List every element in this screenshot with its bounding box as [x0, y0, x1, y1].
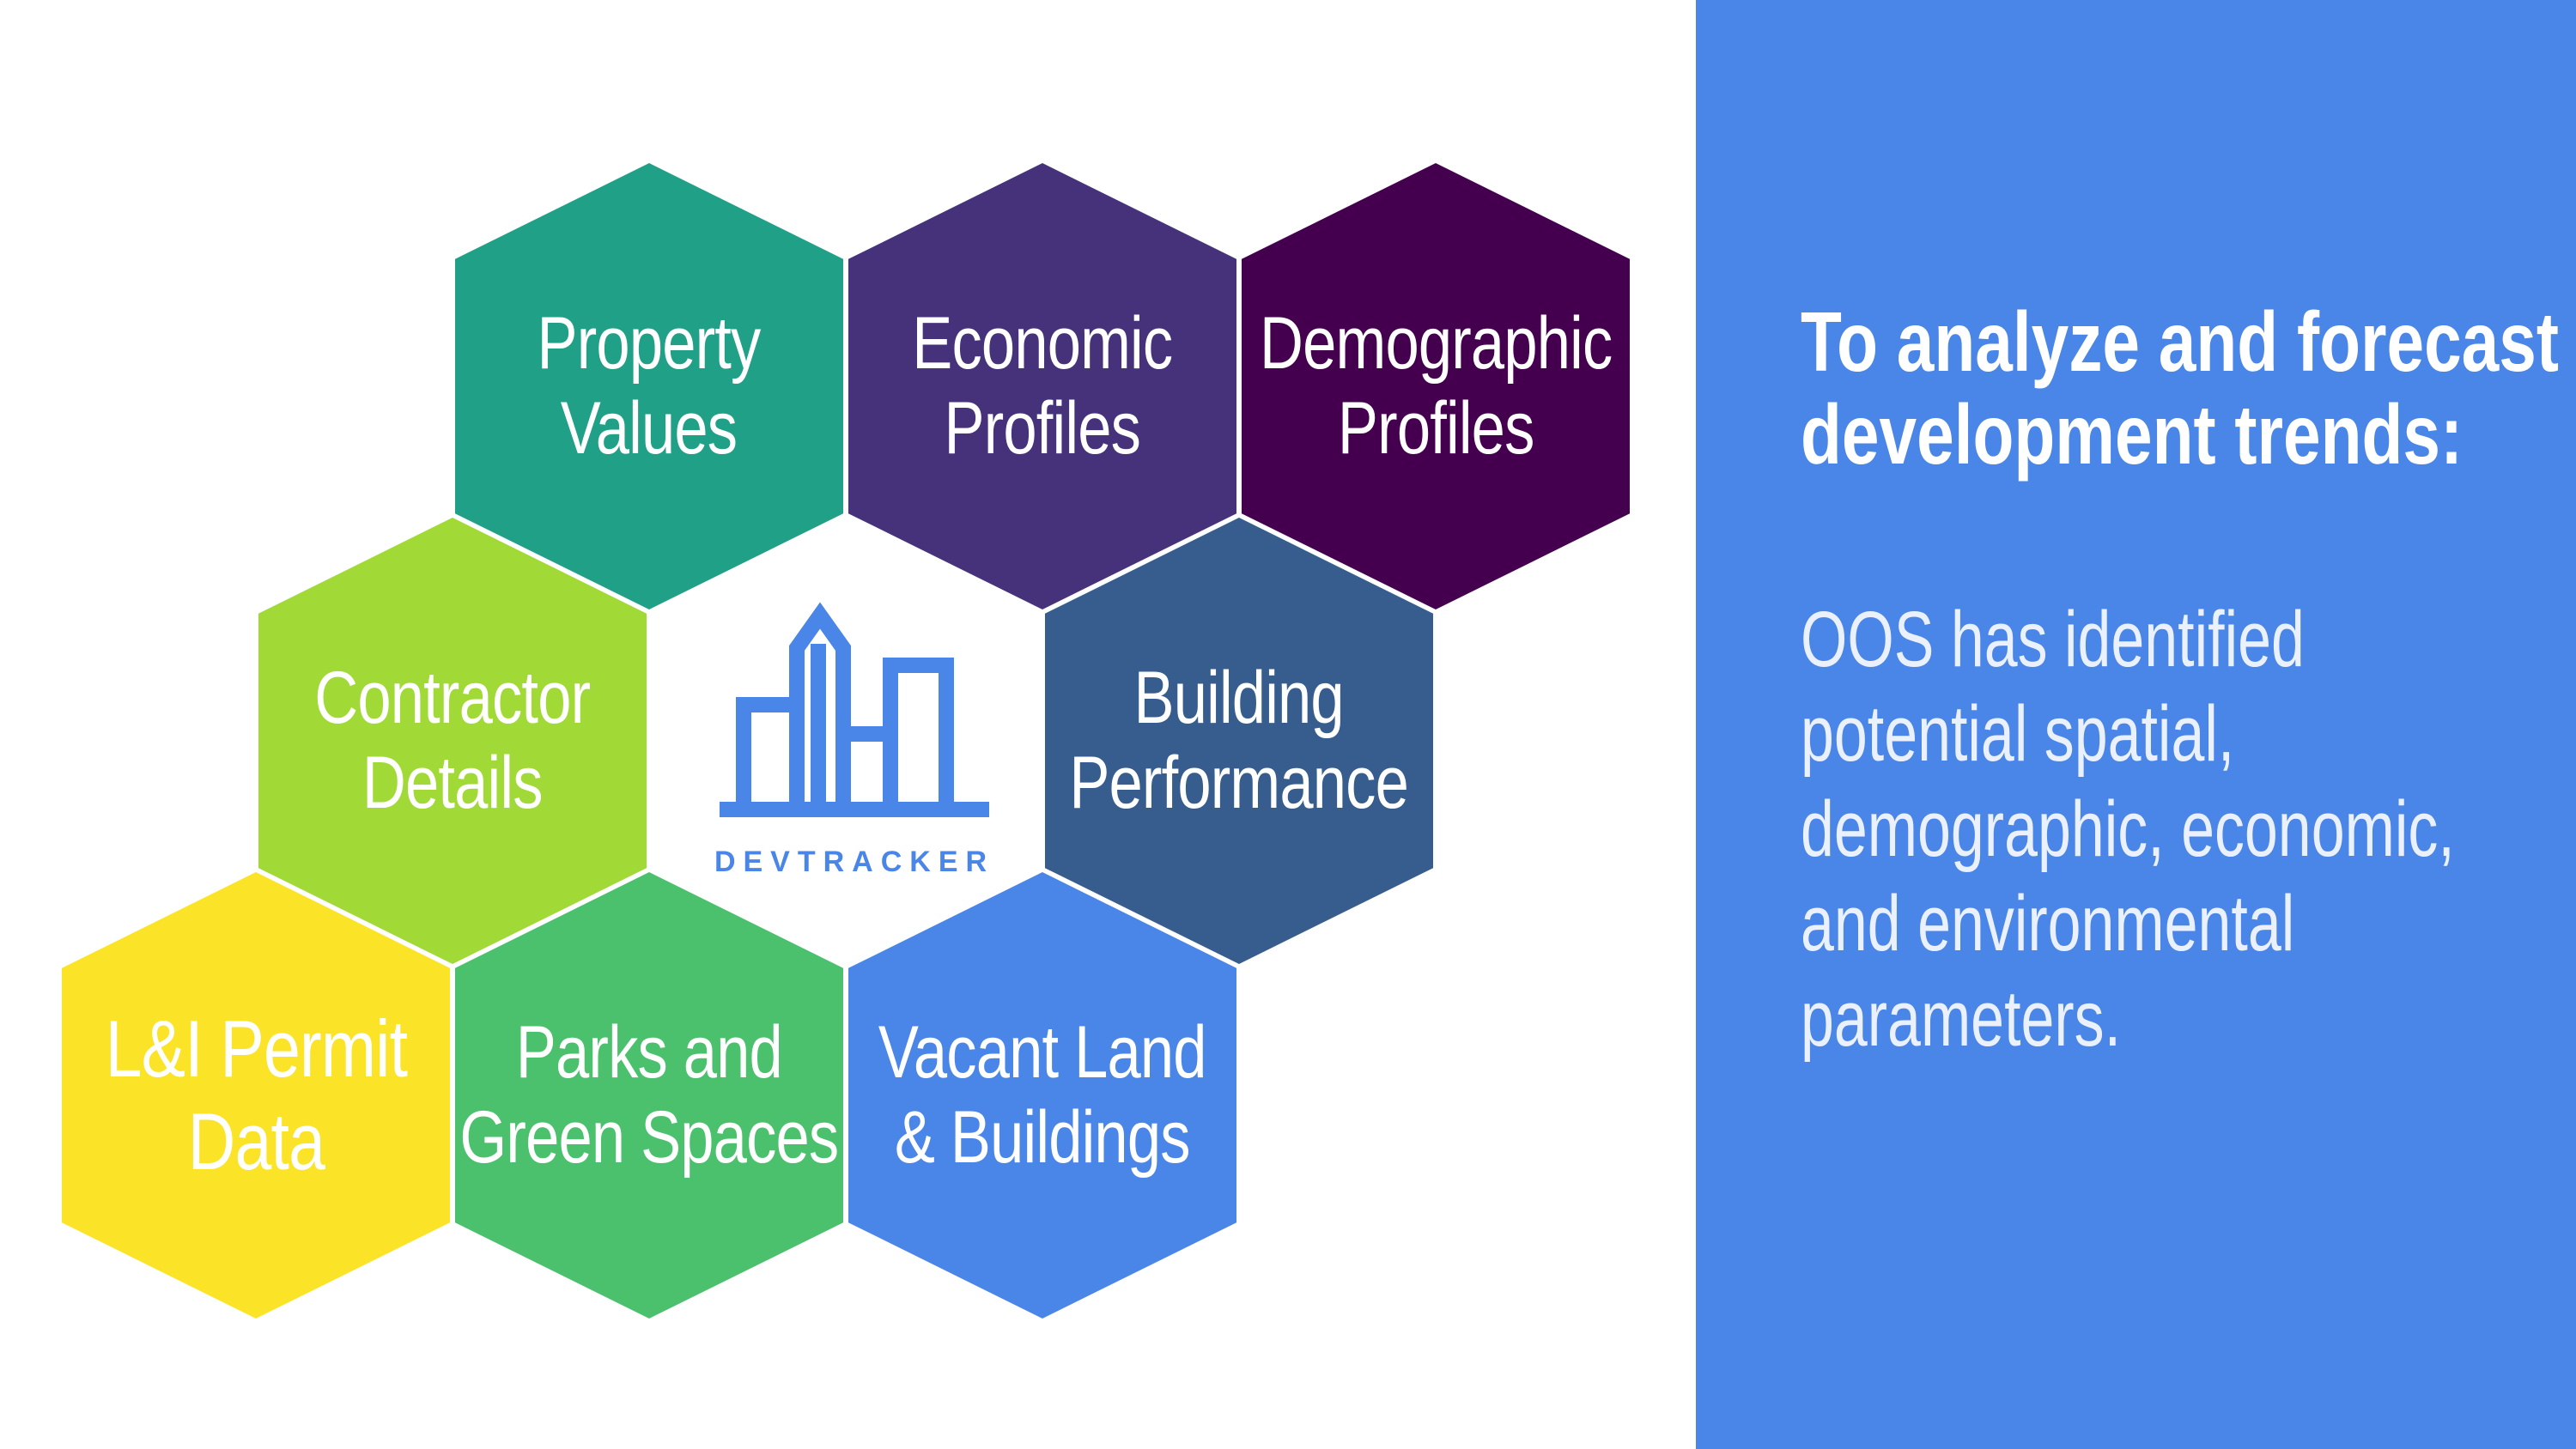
- devtracker-logo: DEVTRACKER: [713, 601, 996, 893]
- hex-label: Vacant Land & Buildings: [878, 1011, 1207, 1179]
- hex-label: Property Values: [538, 302, 762, 470]
- hex-economic-profiles: Economic Profiles: [848, 163, 1236, 609]
- hex-label: L&I Permit Data: [105, 1003, 407, 1186]
- hex-label: Economic Profiles: [912, 302, 1173, 470]
- logo-wordmark: DEVTRACKER: [714, 846, 995, 878]
- hex-vacant-land-buildings: Vacant Land & Buildings: [848, 872, 1236, 1319]
- hex-label: Parks and Green Spaces: [459, 1011, 840, 1179]
- hex-contractor-details: Contractor Details: [258, 518, 647, 964]
- hex-label: Demographic Profiles: [1259, 302, 1613, 470]
- hex-demographic-profiles: Demographic Profiles: [1242, 163, 1630, 609]
- hex-label: Building Performance: [1069, 657, 1410, 824]
- info-panel: To analyze and forecast development tren…: [1696, 0, 2576, 1449]
- hex-parks-green-spaces: Parks and Green Spaces: [455, 872, 843, 1319]
- hex-building-performance: Building Performance: [1045, 518, 1433, 964]
- skyline-icon: [720, 602, 989, 817]
- panel-body-text: OOS has identified potential spatial, de…: [1801, 596, 2455, 1063]
- hexagon-diagram: Property Values Economic Profiles Demogr…: [62, 163, 1630, 1319]
- hex-label: Contractor Details: [314, 657, 591, 824]
- hex-property-values: Property Values: [455, 163, 843, 609]
- hex-li-permit-data: L&I Permit Data: [62, 872, 450, 1319]
- panel-heading: To analyze and forecast development tren…: [1801, 294, 2559, 482]
